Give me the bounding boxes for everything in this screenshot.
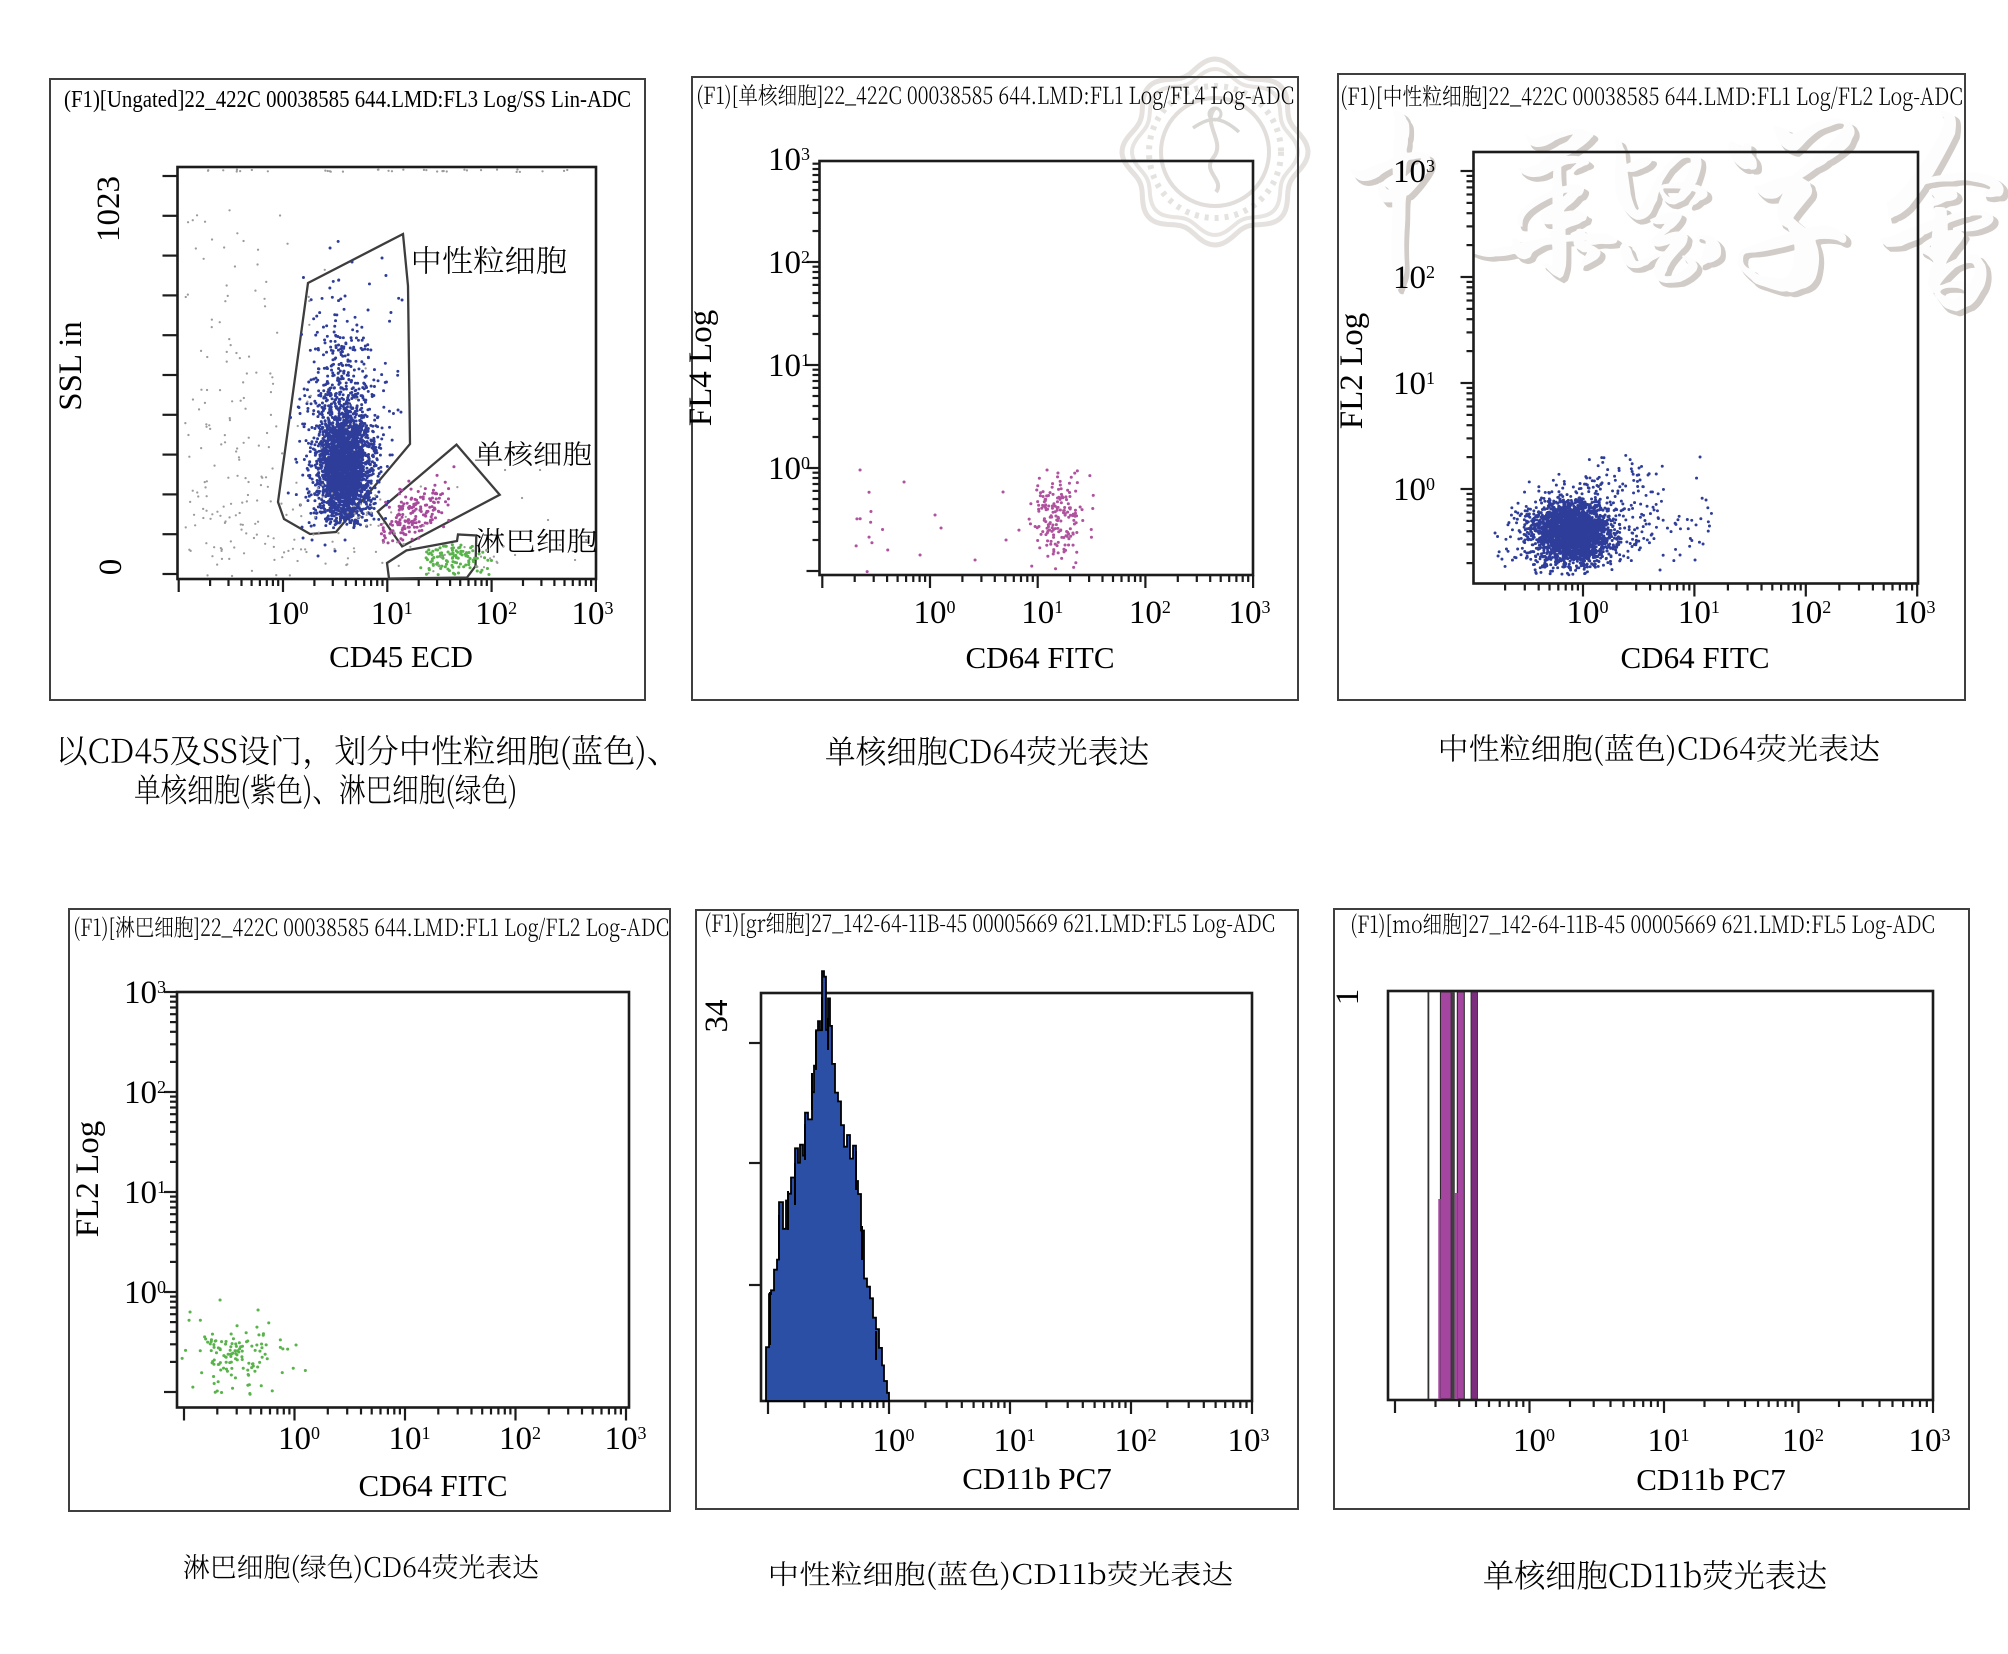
svg-text:(F1)[Ungated]22_422C 00038585: (F1)[Ungated]22_422C 00038585 644.LMD:FL… [64, 86, 631, 113]
svg-text:CD64 FITC: CD64 FITC [966, 640, 1115, 675]
svg-text:103: 103 [1909, 1423, 1951, 1459]
svg-text:FL2 Log: FL2 Log [70, 1121, 106, 1237]
svg-text:102: 102 [1115, 1423, 1157, 1459]
svg-text:100: 100 [267, 596, 309, 632]
svg-text:1: 1 [1330, 989, 1366, 1006]
svg-text:1023: 1023 [91, 176, 127, 242]
svg-text:CD64 FITC: CD64 FITC [359, 1468, 508, 1503]
svg-text:CD11b PC7: CD11b PC7 [1636, 1462, 1786, 1497]
svg-text:CD64 FITC: CD64 FITC [1621, 640, 1770, 675]
svg-text:101: 101 [389, 1421, 431, 1457]
svg-text:CD45 ECD: CD45 ECD [329, 639, 473, 674]
svg-text:SSL in: SSL in [53, 321, 89, 411]
svg-text:FL4 Log: FL4 Log [683, 310, 719, 426]
svg-text:CD11b PC7: CD11b PC7 [962, 1461, 1112, 1496]
svg-text:0: 0 [93, 559, 129, 576]
svg-text:FL2 Log: FL2 Log [1334, 313, 1370, 429]
svg-text:100: 100 [873, 1423, 915, 1459]
svg-text:100: 100 [1393, 472, 1435, 508]
svg-text:34: 34 [699, 1000, 735, 1033]
